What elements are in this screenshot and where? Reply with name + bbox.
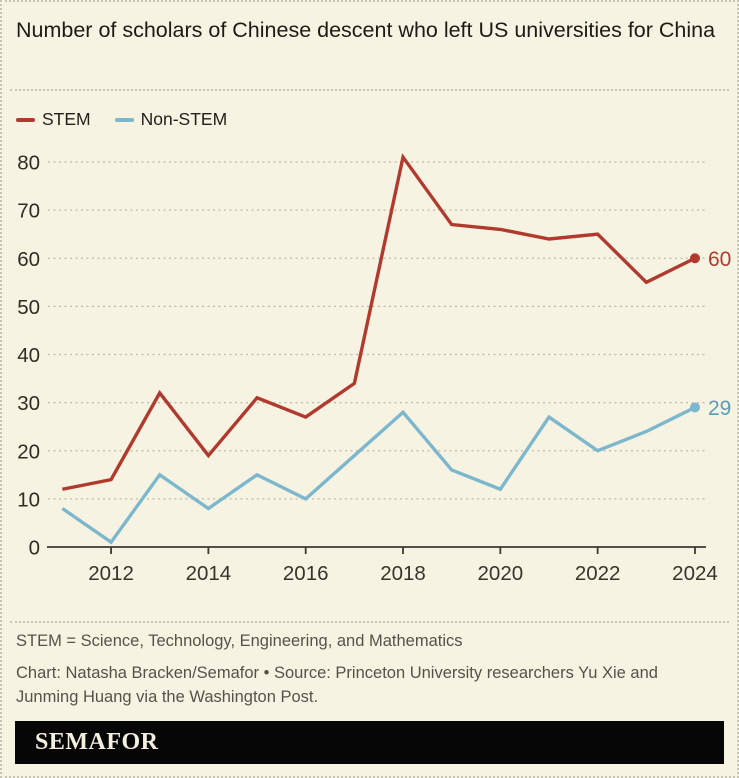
stem-line-swatch-icon	[16, 117, 35, 122]
y-tick-label-0: 0	[29, 537, 40, 560]
brand-bar: SEMAFOR	[15, 721, 724, 764]
legend-item-stem: STEM	[16, 109, 91, 130]
semafor-logo: SEMAFOR	[35, 729, 159, 755]
non-stem-line	[61, 405, 696, 545]
stem-end-label: 60	[708, 248, 731, 271]
legend-item-non-stem: Non-STEM	[114, 109, 228, 130]
stem-line	[62, 153, 696, 491]
y-tick-label-30: 30	[17, 392, 40, 415]
y-tick-label-10: 10	[17, 488, 40, 511]
non-stem-end-dot	[689, 402, 700, 413]
footer-divider	[10, 621, 729, 623]
x-tick-label-2016: 2016	[283, 562, 329, 585]
x-tick-label-2024: 2024	[672, 562, 718, 585]
y-tick-label-40: 40	[17, 344, 40, 367]
stem-definition-note: STEM = Science, Technology, Engineering,…	[16, 632, 463, 650]
line-chart: 0 10 20 30 40 50 60 70 80 2012 2014 2016 2018 2020 202…	[2, 135, 737, 595]
x-tick-label-2020: 2020	[478, 562, 524, 585]
x-tick-label-2014: 2014	[186, 562, 232, 585]
non-stem-line-swatch-icon	[114, 117, 134, 122]
legend-label-non-stem: Non-STEM	[140, 109, 228, 129]
non-stem-end-label: 29	[708, 397, 731, 420]
chart-legend: STEM Non-STEM	[16, 109, 227, 130]
y-tick-label-60: 60	[17, 248, 40, 271]
x-tick-label-2022: 2022	[575, 562, 621, 585]
line-chart-svg: 0 10 20 30 40 50 60 70 80 2012 2014 2016 2018 2020 202…	[17, 152, 731, 586]
y-tick-label-80: 80	[17, 152, 40, 175]
y-tick-label-50: 50	[17, 296, 40, 319]
legend-label-stem: STEM	[42, 109, 91, 129]
x-tick-label-2012: 2012	[88, 562, 134, 585]
y-tick-label-20: 20	[17, 440, 40, 463]
top-divider	[10, 89, 729, 91]
x-tick-label-2018: 2018	[380, 562, 426, 585]
stem-end-dot	[689, 253, 700, 264]
source-credit: Chart: Natasha Bracken/Semafor • Source:…	[16, 664, 658, 706]
y-tick-label-70: 70	[17, 200, 40, 223]
page-title: Number of scholars of Chinese descent wh…	[16, 18, 716, 42]
